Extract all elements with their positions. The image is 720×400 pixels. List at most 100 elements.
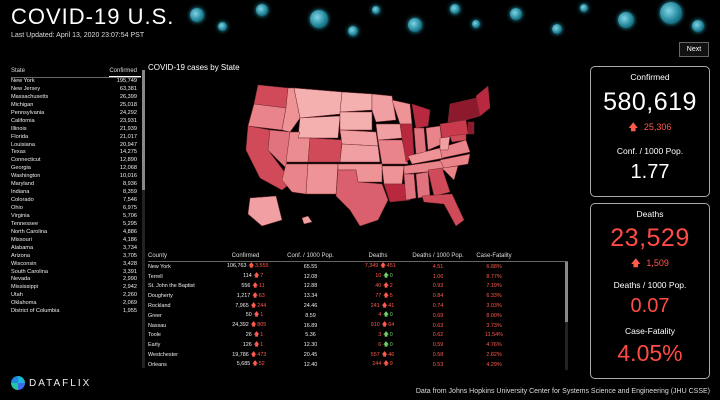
state-row[interactable]: Nevada 2,990 [11,276,141,284]
county-row[interactable]: St. John the Baptist 556 🡅11 12.88 40 🡅2 0.93 7… [148,282,568,292]
county-table: County Confirmed Conf. / 1000 Pop. Death… [148,250,568,372]
state-wi [391,99,413,125]
state-row[interactable]: Indiana 8,359 [11,189,141,197]
county-row[interactable]: Dougherty 1,217 🡅63 13.34 77 🡅5 0.84 6.33% [148,291,568,301]
county-confirmed-cell: 50 🡅1 [218,311,273,320]
state-in [413,127,427,155]
state-row[interactable]: California 23,931 [11,118,141,126]
col-state-header[interactable]: State [11,68,26,74]
county-row[interactable]: Greer 50 🡅1 8.59 4 🡅0 0.69 8.00% [148,311,568,321]
col-county-header[interactable]: County [148,252,168,259]
col-deaths-header[interactable]: Deaths [368,252,388,259]
state-name: Missouri [11,236,32,243]
county-deaths-per-1000: 0.58 [432,352,444,359]
state-row[interactable]: Virginia 5,706 [11,213,141,221]
state-al [415,171,431,199]
up-arrow-icon: 🡅 [252,292,258,299]
state-row[interactable]: Louisiana 20,947 [11,142,141,150]
state-row[interactable]: New Jersey 63,381 [11,86,141,94]
county-conf-per-1000: 16.89 [303,322,318,329]
state-name: Florida [11,133,29,140]
state-row[interactable]: New York 195,749 [11,78,141,86]
county-row[interactable]: Toole 26 🡅1 5.36 3 🡅0 0.62 11.54% [148,331,568,341]
state-confirmed: 24,292 [119,109,137,116]
scroll-thumb[interactable] [565,262,568,322]
county-deaths-per-1000: 0.69 [432,312,444,319]
county-row[interactable]: New York 106,763 🡅3,555 65.55 7,349 🡅451 4.51 6… [148,262,568,272]
county-confirmed-delta: 1 [260,341,264,348]
state-fl [421,193,465,227]
state-row[interactable]: Pennsylvania 24,292 [11,110,141,118]
state-row[interactable]: Alabama 3,734 [11,245,141,253]
state-row[interactable]: Utah 2,260 [11,292,141,300]
deaths-delta: 🡅 1,509 [591,256,709,272]
county-case-fatality: 3.73% [486,322,502,329]
state-table: State Confirmed New York 195,749 New Jerse… [11,68,145,370]
state-row[interactable]: Illinois 21,939 [11,126,141,134]
county-confirmed-cell: 19,786 🡅473 [218,351,273,360]
state-row[interactable]: Massachusetts 26,399 [11,94,141,102]
up-arrow-icon: 🡅 [383,331,389,338]
county-confirmed-delta: 7 [260,273,264,280]
county-deaths-cell: 910 🡅64 [348,321,408,330]
state-confirmed: 3,705 [123,252,137,259]
state-row[interactable]: Wisconsin 3,428 [11,261,141,269]
state-ks [339,143,381,163]
state-row[interactable]: Georgia 12,068 [11,165,141,173]
col-conf-per-1000-header[interactable]: Conf. / 1000 Pop. [287,252,334,259]
state-row[interactable]: Colorado 7,546 [11,197,141,205]
state-name: Arizona [11,252,30,259]
county-deaths-delta: 0 [389,273,393,280]
state-name: Maryland [11,181,35,188]
state-row[interactable]: Washington 10,016 [11,173,141,181]
county-row[interactable]: Westchester 19,786 🡅473 20.45 557 🡅46 0.58 2.82… [148,350,568,360]
state-mo [377,139,409,165]
state-row[interactable]: Michigan 25,018 [11,102,141,110]
state-confirmed: 2,260 [123,292,137,299]
col-deaths-per-1000-header[interactable]: Deaths / 1000 Pop. [412,252,464,259]
state-row[interactable]: Tennessee 5,295 [11,221,141,229]
state-name: New York [11,78,35,84]
state-row[interactable]: North Carolina 4,886 [11,229,141,237]
county-row[interactable]: Rockland 7,965 🡅244 24.46 241 🡅41 0.74 3.03% [148,301,568,311]
state-row[interactable]: Arizona 3,705 [11,253,141,261]
next-button[interactable]: Next [679,42,709,57]
state-name: District of Columbia [11,308,60,315]
state-row[interactable]: District of Columbia 1,955 [11,308,141,316]
state-row[interactable]: Mississippi 2,942 [11,284,141,292]
county-conf-per-1000: 12.30 [303,342,318,349]
county-deaths-delta: 41 [388,302,395,309]
state-row[interactable]: Oklahoma 2,069 [11,300,141,308]
county-row[interactable]: Early 126 🡅1 12.30 6 🡅0 0.59 4.76% [148,340,568,350]
deaths-delta-value: 1,509 [646,258,669,268]
state-row[interactable]: Missouri 4,186 [11,237,141,245]
county-deaths-per-1000: 0.62 [432,332,444,339]
state-row[interactable]: Ohio 6,975 [11,205,141,213]
county-deaths-cell: 241 🡅41 [348,302,408,311]
state-row[interactable]: Texas 14,275 [11,149,141,157]
state-tx [335,169,389,227]
county-confirmed: 106,763 [226,263,247,270]
county-deaths: 10 [375,273,382,280]
county-deaths-cell: 244 🡅9 [348,360,408,369]
scroll-thumb[interactable] [142,70,145,190]
county-confirmed: 24,392 [232,322,249,329]
county-deaths-per-1000: 0.63 [432,322,444,329]
county-deaths-delta: 64 [388,322,395,329]
county-row[interactable]: Nassau 24,392 🡅805 16.89 910 🡅64 0.63 3.73% [148,321,568,331]
county-row[interactable]: Terrell 114 🡅7 12.08 10 🡅0 1.06 8.77% [148,272,568,282]
county-case-fatality: 8.77% [486,273,502,280]
county-table-scrollbar[interactable] [565,262,568,370]
col-case-fatality-header[interactable]: Case-Fatality [476,252,512,259]
col-confirmed-header[interactable]: Confirmed [109,68,141,77]
state-row[interactable]: Florida 21,017 [11,134,141,142]
county-row[interactable]: Orleans 5,685 🡅52 12.40 244 🡅9 0.53 4.29% [148,360,568,370]
state-row[interactable]: South Carolina 3,391 [11,269,141,277]
col-confirmed-header[interactable]: Confirmed [231,252,260,259]
state-row[interactable]: Connecticut 12,890 [11,157,141,165]
state-table-scrollbar[interactable] [142,70,145,368]
state-row[interactable]: Maryland 8,936 [11,181,141,189]
us-choropleth-map[interactable] [240,80,490,230]
county-confirmed-cell: 106,763 🡅3,555 [218,262,273,271]
